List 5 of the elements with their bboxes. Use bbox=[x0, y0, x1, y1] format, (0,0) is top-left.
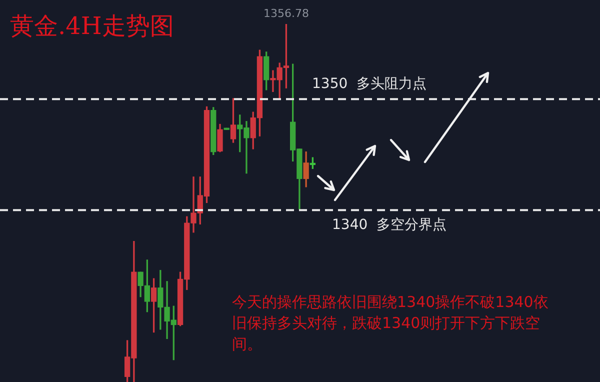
annotation: 今天的操作思路依旧围绕1340操作不破1340依旧保持多头对待，跌破1340则打开下方下跌空间。 bbox=[232, 292, 550, 355]
ref-line-label: 1350 多头阻力点 bbox=[312, 75, 427, 94]
chart-title: 黄金.4H走势图 bbox=[10, 11, 174, 42]
text: 1356.78 bbox=[263, 7, 309, 20]
ref-line-label: 1340 多空分界点 bbox=[332, 216, 447, 234]
